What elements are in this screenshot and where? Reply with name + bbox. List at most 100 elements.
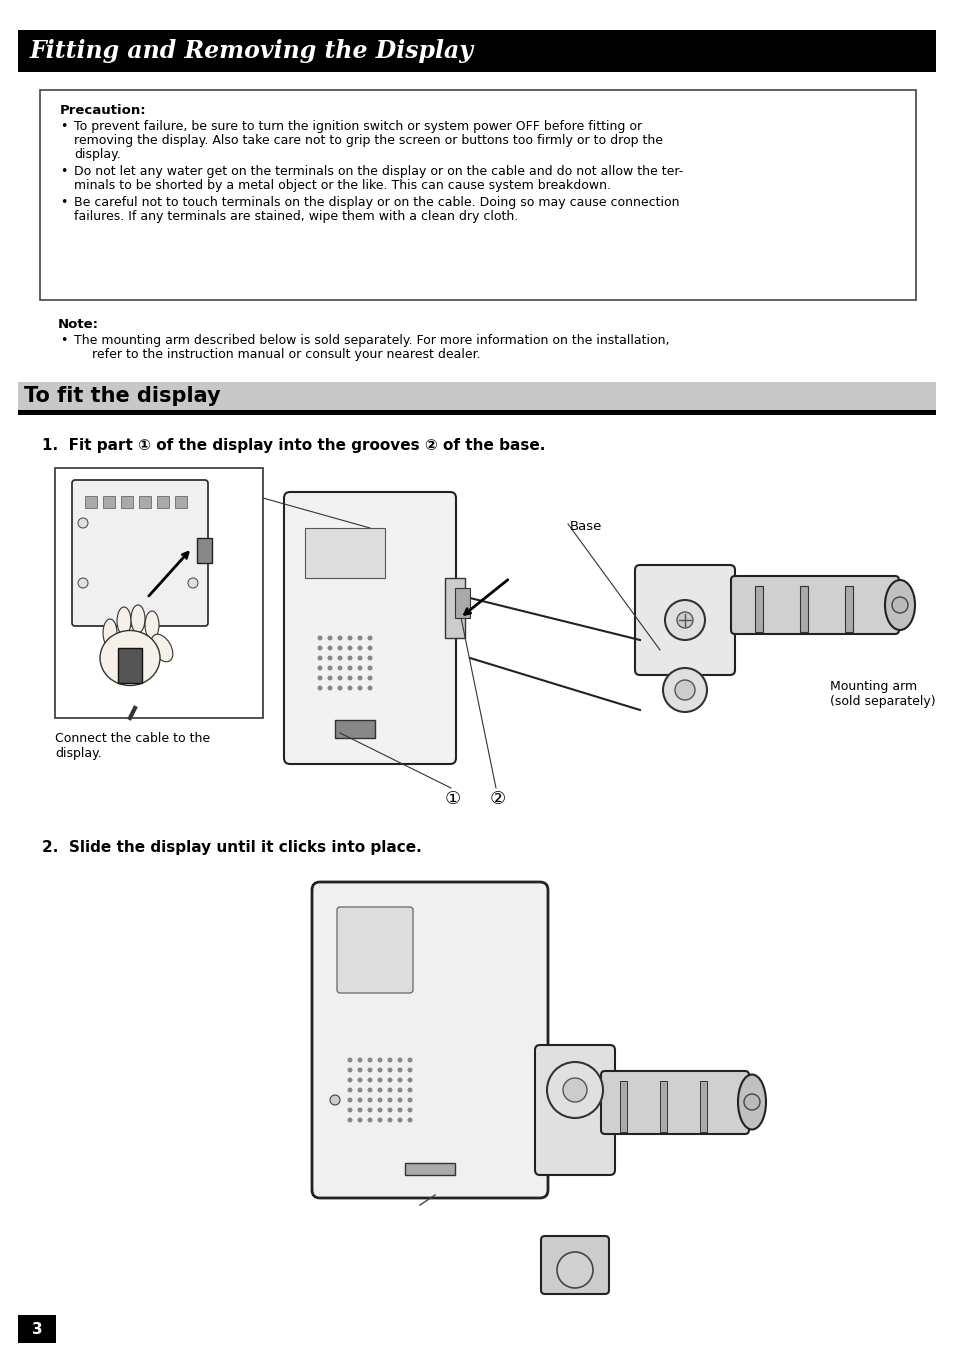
Text: 3: 3 <box>31 1321 42 1336</box>
Text: removing the display. Also take care not to grip the screen or buttons too firml: removing the display. Also take care not… <box>74 134 662 146</box>
Circle shape <box>367 1107 372 1112</box>
Text: •: • <box>60 165 68 178</box>
Circle shape <box>407 1098 412 1103</box>
Text: •: • <box>60 121 68 133</box>
Circle shape <box>357 635 362 641</box>
Circle shape <box>357 676 362 680</box>
Circle shape <box>347 1107 352 1112</box>
Bar <box>305 528 385 579</box>
FancyBboxPatch shape <box>71 480 208 626</box>
Circle shape <box>327 665 333 671</box>
Circle shape <box>317 676 322 680</box>
Text: failures. If any terminals are stained, wipe them with a clean dry cloth.: failures. If any terminals are stained, … <box>74 210 517 224</box>
Bar <box>18 382 935 411</box>
Circle shape <box>347 1088 352 1092</box>
Bar <box>405 1163 455 1175</box>
Circle shape <box>407 1077 412 1083</box>
Circle shape <box>367 1118 372 1122</box>
Circle shape <box>188 579 198 588</box>
Circle shape <box>357 1088 362 1092</box>
Bar <box>18 411 935 415</box>
Circle shape <box>387 1107 392 1112</box>
Circle shape <box>387 1068 392 1073</box>
Circle shape <box>367 656 372 660</box>
Text: Precaution:: Precaution: <box>60 104 147 117</box>
Text: •: • <box>60 196 68 209</box>
Circle shape <box>327 635 333 641</box>
Circle shape <box>407 1088 412 1092</box>
Text: 1.  Fit part ① of the display into the grooves ② of the base.: 1. Fit part ① of the display into the gr… <box>42 438 545 453</box>
Bar <box>335 720 375 738</box>
Circle shape <box>891 598 907 612</box>
Circle shape <box>347 676 352 680</box>
Ellipse shape <box>884 580 914 630</box>
Bar <box>157 496 169 508</box>
Ellipse shape <box>738 1075 765 1130</box>
Circle shape <box>357 656 362 660</box>
Circle shape <box>347 656 352 660</box>
Bar <box>455 588 470 618</box>
Text: refer to the instruction manual or consult your nearest dealer.: refer to the instruction manual or consu… <box>91 348 480 360</box>
Text: To prevent failure, be sure to turn the ignition switch or system power OFF befo: To prevent failure, be sure to turn the … <box>74 121 641 133</box>
FancyBboxPatch shape <box>635 565 734 675</box>
Ellipse shape <box>151 634 172 661</box>
Circle shape <box>78 518 88 528</box>
Bar <box>659 1081 666 1131</box>
Circle shape <box>317 635 322 641</box>
Circle shape <box>327 656 333 660</box>
Bar <box>18 1314 56 1343</box>
Circle shape <box>317 656 322 660</box>
Circle shape <box>397 1088 402 1092</box>
Circle shape <box>562 1079 586 1102</box>
Circle shape <box>377 1107 382 1112</box>
FancyBboxPatch shape <box>540 1236 608 1294</box>
Circle shape <box>330 1095 339 1104</box>
Text: Note:: Note: <box>58 318 99 331</box>
Circle shape <box>367 665 372 671</box>
Circle shape <box>407 1057 412 1062</box>
Text: Base: Base <box>569 520 601 533</box>
Circle shape <box>387 1088 392 1092</box>
Circle shape <box>367 645 372 650</box>
Circle shape <box>347 1118 352 1122</box>
FancyBboxPatch shape <box>312 882 547 1198</box>
Bar <box>40 89 915 299</box>
Circle shape <box>357 645 362 650</box>
Circle shape <box>397 1068 402 1073</box>
Text: •: • <box>60 333 68 347</box>
Ellipse shape <box>103 619 117 646</box>
Text: To fit the display: To fit the display <box>24 386 220 406</box>
Circle shape <box>357 1068 362 1073</box>
Circle shape <box>347 1057 352 1062</box>
Circle shape <box>664 600 704 640</box>
Circle shape <box>347 665 352 671</box>
Circle shape <box>347 1068 352 1073</box>
Text: Do not let any water get on the terminals on the display or on the cable and do : Do not let any water get on the terminal… <box>74 165 682 178</box>
Circle shape <box>397 1107 402 1112</box>
Circle shape <box>377 1098 382 1103</box>
Circle shape <box>317 645 322 650</box>
Bar <box>55 467 263 718</box>
Text: Mounting arm
(sold separately): Mounting arm (sold separately) <box>829 680 935 709</box>
Circle shape <box>397 1118 402 1122</box>
Text: minals to be shorted by a metal object or the like. This can cause system breakd: minals to be shorted by a metal object o… <box>74 179 610 192</box>
Circle shape <box>367 1068 372 1073</box>
Circle shape <box>337 676 342 680</box>
Bar <box>844 585 852 631</box>
FancyBboxPatch shape <box>600 1070 748 1134</box>
FancyBboxPatch shape <box>730 576 898 634</box>
Text: display.: display. <box>74 148 121 161</box>
Circle shape <box>347 645 352 650</box>
Circle shape <box>367 686 372 691</box>
Circle shape <box>337 645 342 650</box>
Circle shape <box>377 1057 382 1062</box>
Circle shape <box>78 579 88 588</box>
Circle shape <box>347 635 352 641</box>
Circle shape <box>397 1077 402 1083</box>
Circle shape <box>317 686 322 691</box>
Circle shape <box>367 1077 372 1083</box>
Circle shape <box>327 645 333 650</box>
Bar <box>118 648 142 683</box>
Bar <box>139 496 151 508</box>
Circle shape <box>546 1062 602 1118</box>
